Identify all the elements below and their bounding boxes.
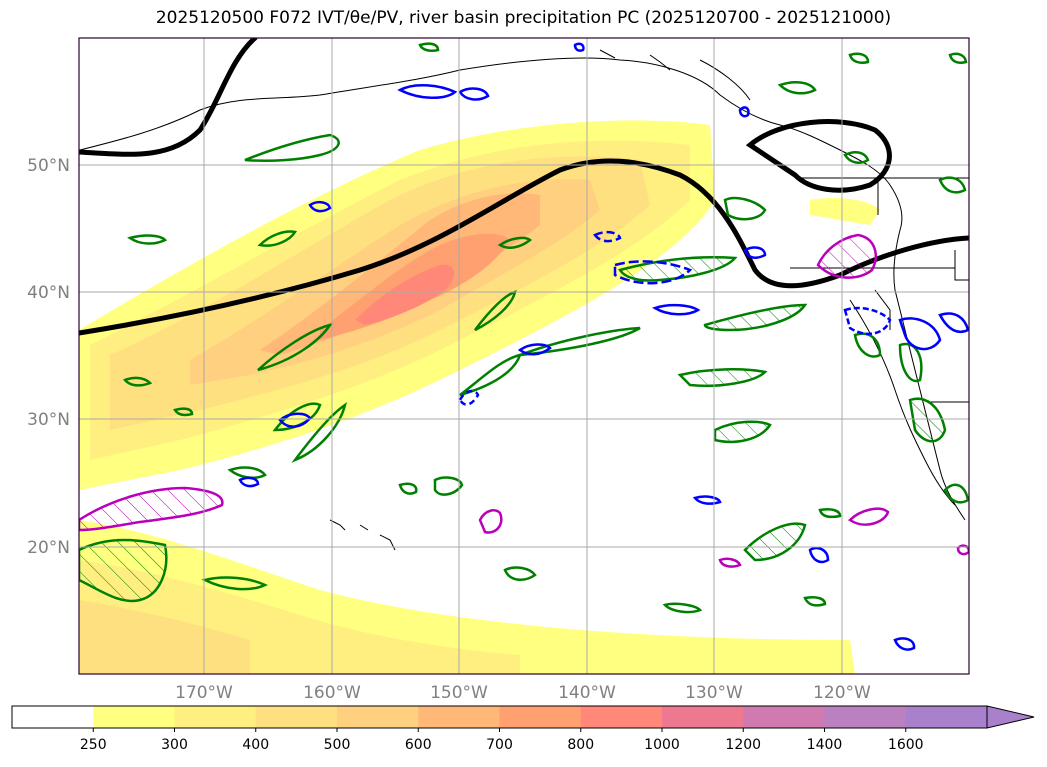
colorbar-tick-label: 500 xyxy=(324,737,351,753)
colorbar-tick-label: 1600 xyxy=(888,737,924,753)
lat-label: 50°N xyxy=(27,156,70,176)
colorbar-tick-label: 1200 xyxy=(725,737,761,753)
colorbar: 250 300 400 500 600 700 800 1000 1200 1400 1600 xyxy=(11,705,1035,753)
map-title: 2025120500 F072 IVT/θe/PV, river basin p… xyxy=(155,8,892,28)
colorbar-cell xyxy=(174,706,257,728)
lon-label: 130°W xyxy=(685,683,743,703)
colorbar-extend-arrow xyxy=(986,705,1035,729)
colorbar-tick-label: 400 xyxy=(242,737,269,753)
colorbar-tick-label: 700 xyxy=(486,737,513,753)
colorbar-tick-label: 1000 xyxy=(644,737,680,753)
lat-label: 30°N xyxy=(27,410,70,430)
magenta-contours xyxy=(79,233,969,568)
colorbar-cell xyxy=(662,706,744,728)
colorbar-tick-label: 1400 xyxy=(807,737,843,753)
colorbar-tick-label: 250 xyxy=(80,737,107,753)
colorbar-cell xyxy=(337,706,419,728)
colorbar-cell xyxy=(824,706,907,728)
colorbar-cell xyxy=(12,706,94,728)
coastline xyxy=(79,49,966,551)
longitude-labels: 170°W 160°W 150°W 140°W 130°W 120°W xyxy=(175,683,871,703)
colorbar-cells xyxy=(12,706,988,728)
map-gridlines xyxy=(79,38,969,674)
colorbar-ticks: 250 300 400 500 600 700 800 1000 1200 1400 1600 xyxy=(80,728,924,753)
colorbar-cell xyxy=(255,706,338,728)
colorbar-cell xyxy=(418,706,500,728)
colorbar-cell xyxy=(93,706,175,728)
colorbar-cell xyxy=(905,706,988,728)
lat-label: 20°N xyxy=(27,538,70,558)
lon-label: 160°W xyxy=(303,683,361,703)
colorbar-cell xyxy=(743,706,825,728)
blue-contours xyxy=(238,42,969,651)
colorbar-cell xyxy=(580,706,663,728)
lon-label: 170°W xyxy=(175,683,233,703)
lon-label: 120°W xyxy=(813,683,871,703)
ivt-filled-contours xyxy=(79,120,880,674)
latitude-labels: 50°N 40°N 30°N 20°N xyxy=(27,156,70,558)
colorbar-tick-label: 600 xyxy=(405,737,432,753)
green-contours xyxy=(79,42,969,614)
lon-label: 140°W xyxy=(558,683,616,703)
lat-label: 40°N xyxy=(27,283,70,303)
colorbar-tick-label: 300 xyxy=(161,737,188,753)
colorbar-tick-label: 800 xyxy=(567,737,594,753)
map-frame xyxy=(78,37,970,675)
colorbar-cell xyxy=(499,706,582,728)
lon-label: 150°W xyxy=(430,683,488,703)
